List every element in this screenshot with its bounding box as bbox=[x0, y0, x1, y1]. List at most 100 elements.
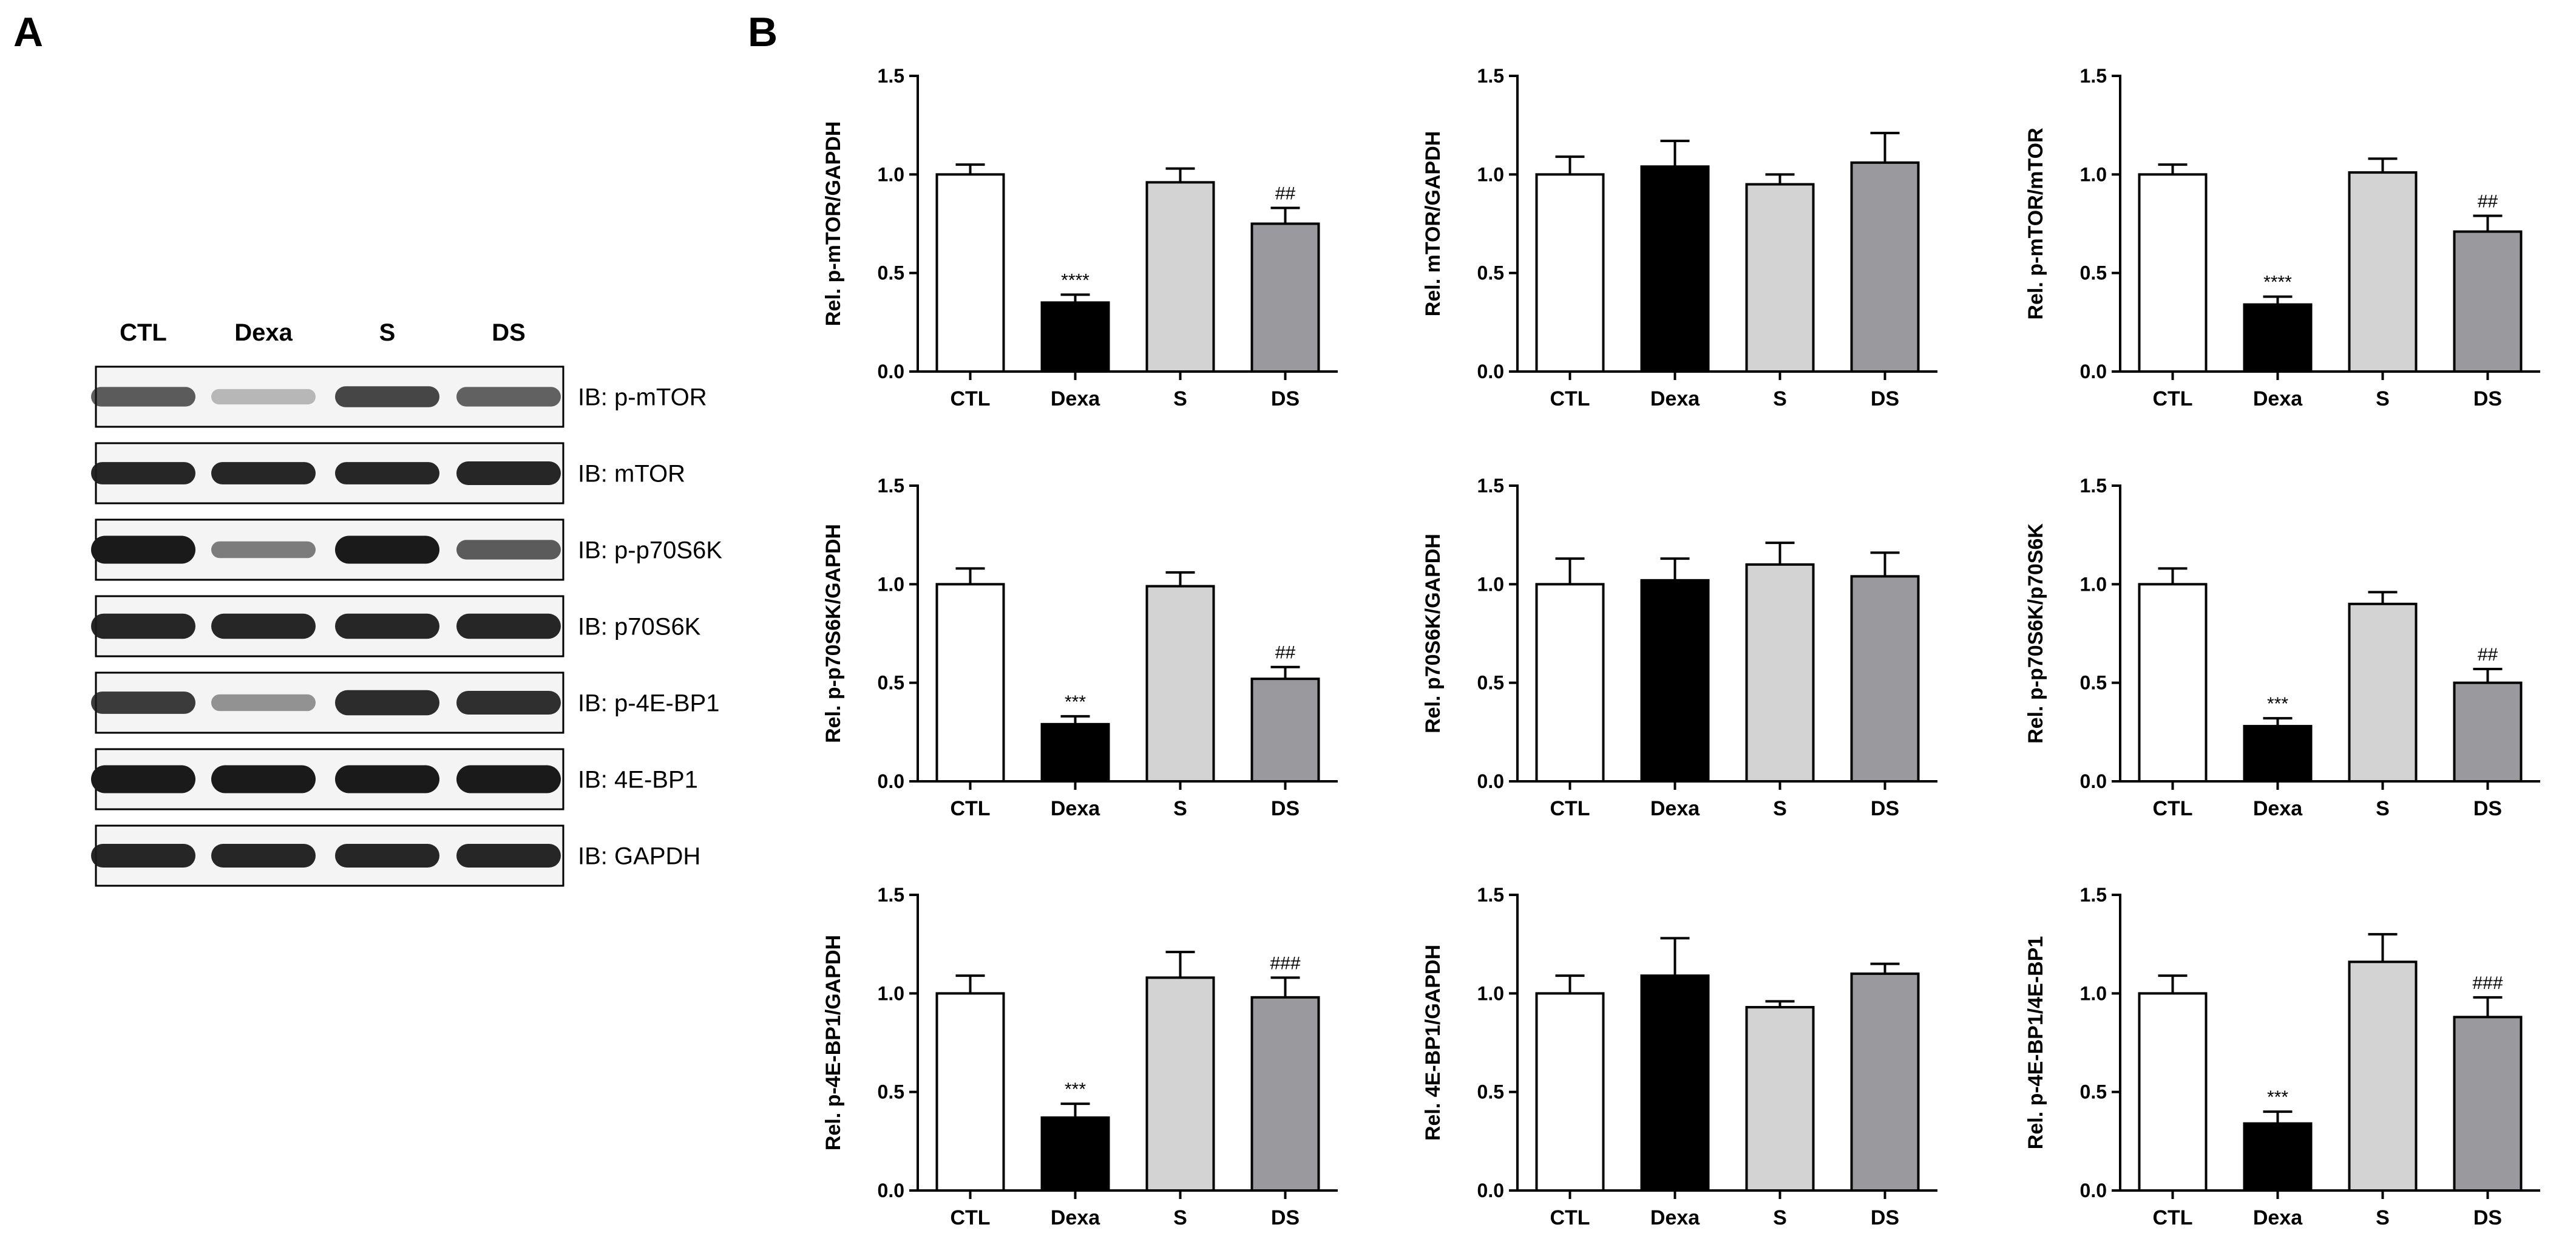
panel-a-label: A bbox=[13, 9, 43, 55]
y-tick-label: 0.5 bbox=[2080, 262, 2107, 284]
blot-row-label: IB: mTOR bbox=[578, 461, 685, 487]
blot-row-label: IB: p-p70S6K bbox=[578, 537, 722, 564]
blot-row-label: IB: p-4E-BP1 bbox=[578, 690, 719, 717]
chart-rel-p-mtor-mtor: Rel. p-mTOR/mTOR CTL **** Dexa S ## DS 0.0 0.5 1.… bbox=[2024, 65, 2540, 410]
western-blot-panel: CTL Dexa S DS IB: p-mTOR IB: mTOR IB: p-p70S6K… bbox=[91, 319, 722, 887]
y-axis-label: Rel. p-mTOR/mTOR bbox=[2024, 127, 2047, 319]
blot-band bbox=[456, 765, 561, 793]
x-tick-label: Dexa bbox=[1650, 797, 1700, 820]
significance-marker: *** bbox=[2267, 694, 2288, 714]
blot-band bbox=[456, 843, 561, 868]
bar-chart-grid: Rel. p-mTOR/GAPDH CTL **** Dexa S ## DS 0.0 0.5 1… bbox=[822, 65, 2540, 1229]
x-tick-label: S bbox=[1773, 387, 1787, 410]
significance-marker: **** bbox=[2263, 273, 2292, 293]
y-tick-label: 0.0 bbox=[878, 1180, 904, 1201]
y-tick-label: 0.0 bbox=[878, 770, 904, 792]
x-tick-label: Dexa bbox=[1051, 1206, 1100, 1229]
chart-rel-p-p70s6k-p70s6k: Rel. p-p70S6K/p70S6K CTL *** Dexa S ## DS 0.0 0.… bbox=[2024, 475, 2540, 820]
y-tick-label: 1.5 bbox=[2080, 65, 2107, 87]
y-axis-label: Rel. p-mTOR/GAPDH bbox=[822, 121, 845, 327]
blot-row-label: IB: p-mTOR bbox=[578, 384, 707, 411]
y-tick-label: 1.5 bbox=[1477, 65, 1504, 87]
x-tick-label: S bbox=[1173, 1206, 1187, 1229]
blot-band bbox=[211, 389, 316, 405]
blot-row-p-mtor: IB: p-mTOR bbox=[91, 365, 707, 428]
significance-marker: ## bbox=[2478, 192, 2498, 212]
bar-s bbox=[2348, 960, 2418, 1192]
blot-band bbox=[456, 613, 561, 639]
bar-ctl bbox=[1535, 173, 1605, 373]
blot-row-4e-bp1: IB: 4E-BP1 bbox=[91, 748, 698, 810]
bar-dexa bbox=[1640, 165, 1710, 373]
y-tick-label: 1.0 bbox=[1477, 573, 1504, 595]
y-axis-label: Rel. p-p70S6K/p70S6K bbox=[2024, 523, 2047, 744]
x-tick-label: CTL bbox=[950, 1206, 990, 1229]
blot-band bbox=[456, 540, 561, 560]
significance-marker: ## bbox=[1275, 184, 1296, 204]
y-tick-label: 1.5 bbox=[1477, 884, 1504, 906]
blot-band bbox=[335, 613, 439, 639]
bar-ds bbox=[1850, 161, 1920, 373]
y-axis-label: Rel. p-4E-BP1/GAPDH bbox=[822, 935, 845, 1150]
blot-band bbox=[91, 462, 195, 484]
bar-s bbox=[1745, 1006, 1815, 1192]
x-tick-label: S bbox=[2376, 387, 2390, 410]
bar-ds bbox=[2453, 1016, 2523, 1192]
blot-row-label: IB: p70S6K bbox=[578, 614, 701, 640]
x-tick-label: CTL bbox=[2152, 1206, 2192, 1229]
y-axis-label: Rel. p70S6K/GAPDH bbox=[1422, 534, 1445, 733]
y-tick-label: 1.0 bbox=[2080, 573, 2107, 595]
y-tick-label: 1.0 bbox=[878, 982, 904, 1004]
significance-marker: ### bbox=[1270, 953, 1300, 973]
x-tick-label: DS bbox=[2473, 797, 2502, 820]
blot-band bbox=[456, 690, 561, 715]
x-tick-label: S bbox=[2376, 1206, 2390, 1229]
blot-band bbox=[211, 541, 316, 559]
y-tick-label: 0.5 bbox=[2080, 1081, 2107, 1103]
lane-label-ds: DS bbox=[492, 319, 526, 346]
y-tick-label: 1.5 bbox=[2080, 884, 2107, 906]
bar-dexa bbox=[2243, 1122, 2313, 1192]
bar-ctl bbox=[2138, 583, 2208, 783]
blot-band bbox=[211, 694, 316, 712]
bar-ds bbox=[1850, 575, 1920, 783]
bar-dexa bbox=[1640, 579, 1710, 783]
bar-ctl bbox=[2138, 173, 2208, 373]
blot-band bbox=[456, 387, 561, 407]
y-tick-label: 0.5 bbox=[878, 262, 904, 284]
chart-rel-p-p70s6k-gapdh: Rel. p-p70S6K/GAPDH CTL *** Dexa S ## DS 0.0 0.5… bbox=[822, 475, 1338, 820]
blot-row-p-p70s6k: IB: p-p70S6K bbox=[91, 518, 722, 581]
x-tick-label: CTL bbox=[1550, 797, 1590, 820]
x-tick-label: S bbox=[1173, 797, 1187, 820]
x-tick-label: DS bbox=[1871, 387, 1899, 410]
x-tick-label: S bbox=[1773, 797, 1787, 820]
y-tick-label: 0.0 bbox=[1477, 1180, 1504, 1201]
blot-band bbox=[335, 535, 439, 564]
y-tick-label: 1.5 bbox=[878, 884, 904, 906]
x-tick-label: CTL bbox=[2152, 797, 2192, 820]
x-tick-label: Dexa bbox=[1051, 387, 1100, 410]
blot-band bbox=[335, 765, 439, 793]
x-tick-label: Dexa bbox=[1650, 387, 1700, 410]
bar-ctl bbox=[2138, 992, 2208, 1192]
bar-s bbox=[1745, 183, 1815, 373]
blot-band bbox=[211, 613, 316, 639]
bar-ctl bbox=[935, 173, 1005, 373]
blot-band bbox=[335, 843, 439, 868]
chart-rel-p-mtor-gapdh: Rel. p-mTOR/GAPDH CTL **** Dexa S ## DS 0.0 0.5 1… bbox=[822, 65, 1338, 410]
y-tick-label: 1.0 bbox=[2080, 982, 2107, 1004]
x-tick-label: CTL bbox=[1550, 387, 1590, 410]
y-tick-label: 1.0 bbox=[1477, 163, 1504, 185]
blot-band bbox=[91, 765, 195, 793]
bar-ds bbox=[1250, 678, 1320, 783]
blot-band bbox=[91, 613, 195, 639]
y-axis-label: Rel. p-4E-BP1/4E-BP1 bbox=[2024, 936, 2047, 1149]
y-tick-label: 0.0 bbox=[2080, 1180, 2107, 1201]
chart-rel-p-4e-bp1-gapdh: Rel. p-4E-BP1/GAPDH CTL *** Dexa S ### DS 0.0 0.… bbox=[822, 884, 1338, 1229]
y-axis-label: Rel. p-p70S6K/GAPDH bbox=[822, 524, 845, 743]
significance-marker: *** bbox=[1065, 1079, 1086, 1099]
significance-marker: ### bbox=[2472, 973, 2503, 993]
bar-ds bbox=[2453, 230, 2523, 373]
bar-ctl bbox=[935, 583, 1005, 783]
